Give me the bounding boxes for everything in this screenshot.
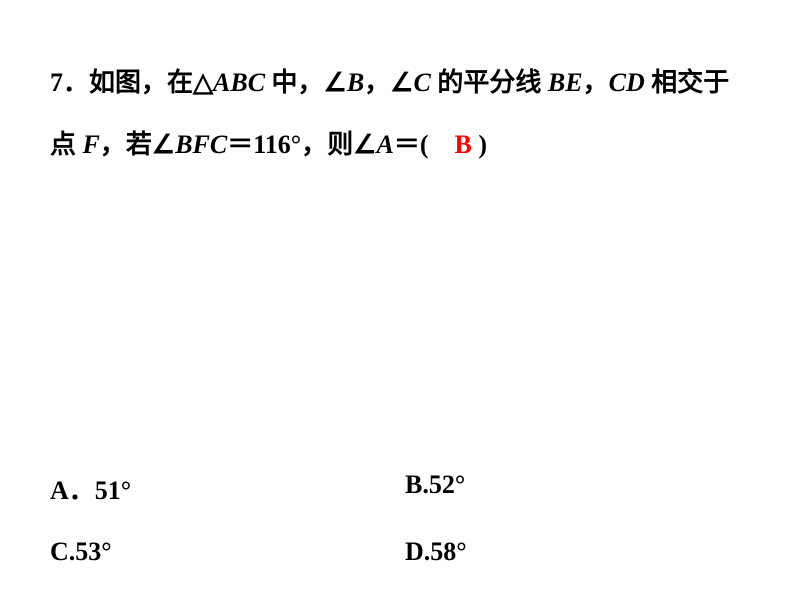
text-seg-2: 中， [265, 68, 324, 97]
option-b-value: 52° [429, 470, 465, 499]
triangle-symbol: △ [193, 68, 213, 97]
option-c: C.53° [50, 537, 405, 567]
angle-symbol-4: ∠ [353, 130, 376, 159]
option-d: D.58° [405, 537, 750, 567]
var-be: BE [548, 68, 583, 97]
var-b: B [347, 68, 364, 97]
comma-2: ， [583, 68, 609, 97]
var-bfc: BFC [175, 130, 227, 159]
angle-symbol-3: ∠ [152, 130, 175, 159]
option-c-value: 53° [75, 537, 111, 566]
option-row-1: A．51° B.52° [50, 470, 750, 507]
var-cd: CD [609, 68, 645, 97]
option-a-label: A [50, 476, 69, 505]
option-a-sep: ． [69, 476, 95, 505]
option-row-2: C.53° D.58° [50, 537, 750, 567]
angle-symbol-1: ∠ [324, 68, 347, 97]
text-seg-3: 的平分线 [431, 68, 548, 97]
var-f: F [83, 130, 100, 159]
text-seg-7: ＝( [394, 130, 455, 159]
option-b-label: B. [405, 470, 429, 499]
option-d-label: D. [405, 537, 430, 566]
comma-1: ， [364, 68, 390, 97]
text-seg-6: ，则 [301, 130, 353, 159]
option-d-value: 58° [430, 537, 466, 566]
question-number: 7 [50, 68, 63, 97]
option-a-value: 51° [95, 476, 131, 505]
answer-letter: B [455, 130, 472, 159]
equals-1: ＝ [227, 130, 253, 159]
option-c-label: C. [50, 537, 75, 566]
option-b: B.52° [405, 470, 750, 507]
var-c: C [414, 68, 431, 97]
options-container: A．51° B.52° C.53° D.58° [50, 470, 750, 597]
question-text: 7．如图，在△ABC 中，∠B，∠C 的平分线 BE，CD 相交于点 F，若∠B… [50, 52, 750, 177]
text-seg-8: ) [472, 130, 487, 159]
text-seg-5: ，若 [100, 130, 152, 159]
angle-symbol-2: ∠ [390, 68, 413, 97]
var-abc: ABC [213, 68, 265, 97]
option-a: A．51° [50, 470, 405, 507]
var-a: A [377, 130, 394, 159]
value-116: 116° [253, 130, 301, 159]
text-seg-1: ．如图，在 [63, 68, 193, 97]
